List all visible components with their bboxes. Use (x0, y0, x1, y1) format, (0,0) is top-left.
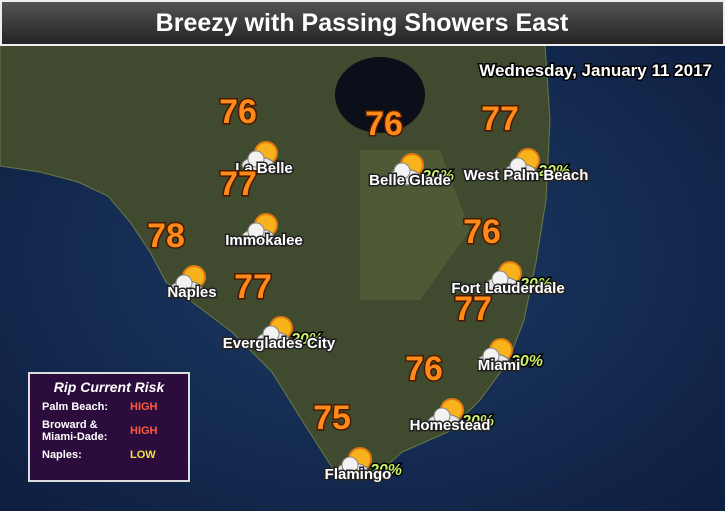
rip-row: Broward & Miami-Dade: HIGH (42, 419, 188, 443)
cloud-puff (262, 325, 280, 343)
cloud-puff (491, 270, 509, 288)
cloud-puff (482, 347, 500, 365)
city-name: La Belle (235, 160, 293, 177)
city-name: Naples (167, 284, 216, 301)
city-name: Homestead (410, 417, 491, 434)
rip-area: Broward & Miami-Dade: (42, 419, 108, 443)
precip-chance: 20% (461, 413, 494, 430)
weather-icon (503, 148, 540, 181)
rip-risk: HIGH (130, 425, 158, 437)
rip-title: Rip Current Risk (53, 379, 165, 395)
temperature: 76 (219, 93, 257, 131)
rip-row: Naples: LOW (42, 449, 188, 461)
temperature: 76 (405, 350, 443, 388)
precip-chance: 20% (537, 163, 570, 180)
temperature: 78 (147, 217, 185, 255)
weather-icon (485, 261, 522, 294)
cloud-puff (393, 162, 411, 180)
weather-icon (335, 447, 372, 480)
city-name: Miami (478, 357, 521, 374)
cloud-puff (247, 222, 265, 240)
city-name: Everglades City (223, 335, 336, 352)
lake-okeechobee (335, 57, 425, 133)
temperature: 76 (365, 105, 403, 143)
weather-icon (256, 316, 293, 349)
temperature: 77 (481, 100, 519, 138)
city-name: Fort Lauderdale (451, 280, 564, 297)
city-name: Flamingo (325, 466, 392, 483)
cloud-puff (433, 407, 451, 425)
rip-area: Naples: (42, 449, 82, 461)
precip-chance: 20% (421, 168, 454, 185)
temperature: 75 (313, 399, 351, 437)
everglades (360, 150, 470, 300)
temperature: 77 (234, 268, 272, 306)
rip-risk: LOW (130, 449, 156, 461)
date: Wednesday, January 11 2017 (479, 61, 712, 80)
precip-chance: 20% (510, 353, 543, 370)
city-name: Immokalee (225, 232, 303, 249)
rip-current-box: Rip Current Risk Palm Beach: HIGH Broward … (28, 372, 190, 482)
rip-risk: HIGH (130, 401, 158, 413)
weather-icon (427, 398, 464, 431)
city-name: West Palm Beach (464, 167, 589, 184)
city-name: Belle Glade (369, 172, 451, 189)
weather-icon (241, 141, 278, 174)
title: Breezy with Passing Showers East (156, 9, 569, 37)
rip-rows: Palm Beach: HIGH Broward & Miami-Dade: HIGH… (30, 401, 188, 461)
temperature: 77 (219, 165, 257, 203)
precip-chance: 20% (369, 462, 402, 479)
title-bar (0, 0, 725, 46)
temperature: 77 (454, 290, 492, 328)
cloud-puff (509, 157, 527, 175)
precip-chance: 20% (290, 331, 323, 348)
cloud-puff (341, 456, 359, 474)
weather-icon (387, 153, 424, 186)
cloud-puff (175, 274, 193, 292)
weather-icon (241, 213, 278, 246)
weather-icon (476, 338, 513, 371)
rip-area: Palm Beach: (42, 401, 109, 413)
cloud-puff (247, 150, 265, 168)
rip-row: Palm Beach: HIGH (42, 401, 188, 413)
temperature: 76 (463, 213, 501, 251)
weather-icon (169, 265, 206, 298)
precip-chance: 20% (519, 276, 552, 293)
